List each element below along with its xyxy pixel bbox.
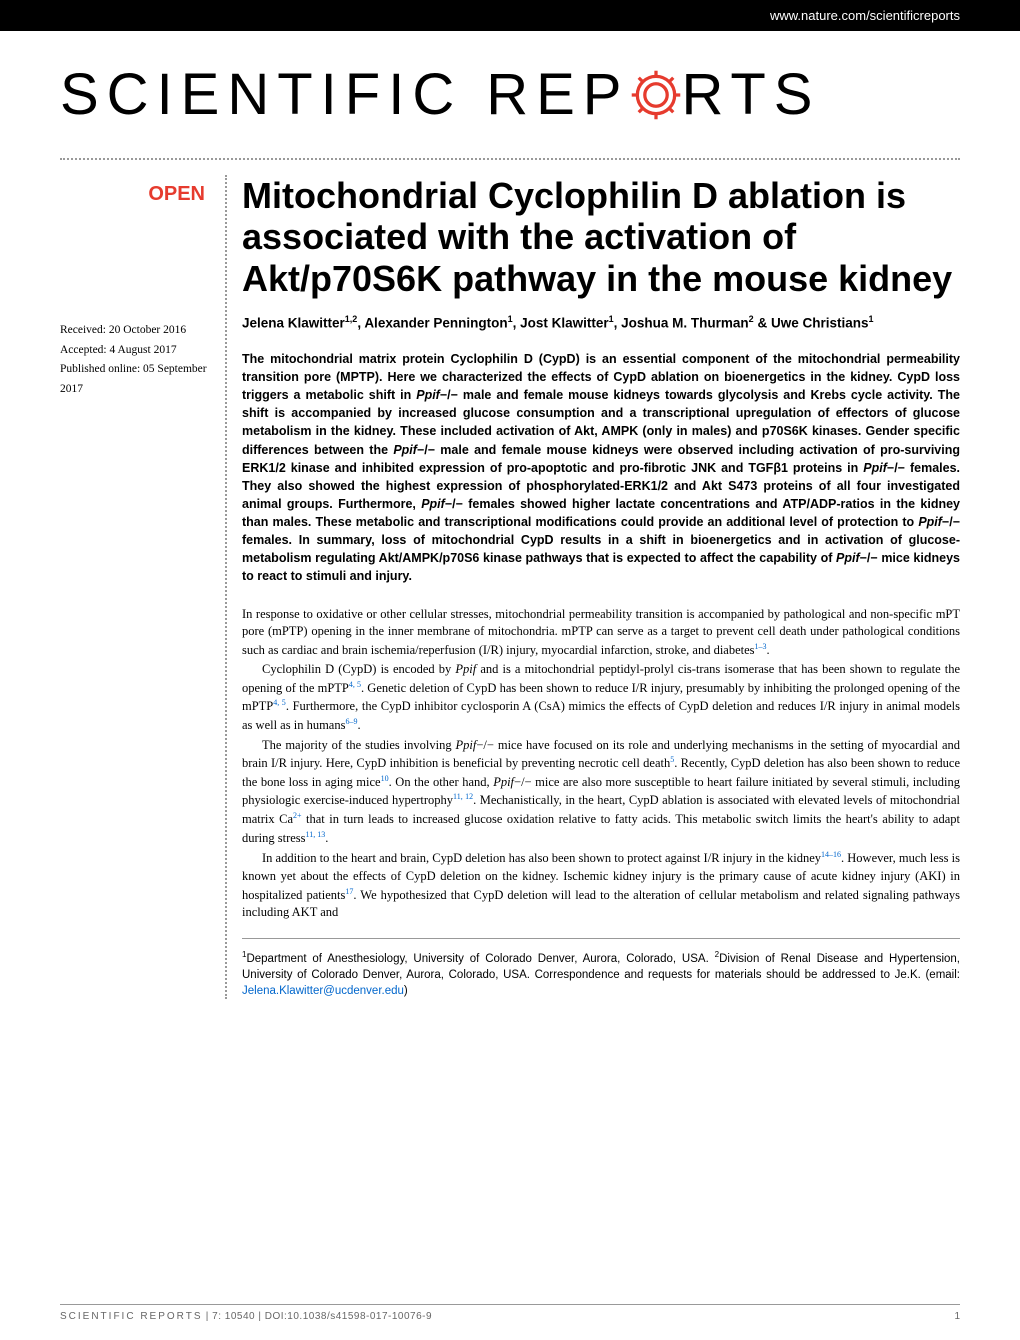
authors: Jelena Klawitter1,2, Alexander Penningto… (242, 313, 960, 334)
correspondence-email[interactable]: Jelena.Klawitter@ucdenver.edu (242, 985, 404, 997)
footer: SCIENTIFIC REPORTS | 7: 10540 | DOI:10.1… (60, 1304, 960, 1322)
paragraph-1: In response to oxidative or other cellul… (242, 606, 960, 660)
logo-text-before: SCIENTIFIC (60, 61, 462, 128)
header-bar: www.nature.com/scientificreports (0, 0, 1020, 31)
header-url[interactable]: www.nature.com/scientificreports (770, 8, 960, 23)
published-date: Published online: 05 September 2017 (60, 360, 215, 399)
content: OPEN Received: 20 October 2016 Accepted:… (0, 175, 1020, 999)
paragraph-3: The majority of the studies involving Pp… (242, 737, 960, 848)
footer-citation: SCIENTIFIC REPORTS | 7: 10540 | DOI:10.1… (60, 1311, 432, 1322)
page-number: 1 (954, 1311, 960, 1322)
affiliations-text: 1Department of Anesthesiology, Universit… (242, 953, 960, 981)
footer-journal: SCIENTIFIC REPORTS (60, 1311, 203, 1322)
logo-text-after: RTS (682, 61, 821, 128)
affiliations-end: ) (404, 985, 408, 997)
right-column: Mitochondrial Cyclophilin D ablation is … (225, 175, 960, 999)
abstract: The mitochondrial matrix protein Cycloph… (242, 350, 960, 586)
open-access-badge: OPEN (60, 183, 215, 206)
journal-logo: SCIENTIFIC REP RTS (60, 61, 960, 128)
paragraph-2: Cyclophilin D (CypD) is encoded by Ppif … (242, 661, 960, 734)
paragraph-4: In addition to the heart and brain, CypD… (242, 849, 960, 921)
accepted-date: Accepted: 4 August 2017 (60, 341, 215, 361)
logo-text-mid: REP (486, 61, 629, 128)
affiliations: 1Department of Anesthesiology, Universit… (242, 938, 960, 999)
body-text: In response to oxidative or other cellul… (242, 606, 960, 922)
left-column: OPEN Received: 20 October 2016 Accepted:… (60, 175, 225, 999)
article-title: Mitochondrial Cyclophilin D ablation is … (242, 175, 960, 299)
received-date: Received: 20 October 2016 (60, 321, 215, 341)
logo-section: SCIENTIFIC REP RTS (0, 31, 1020, 138)
gear-icon (628, 67, 684, 123)
footer-cite: | 7: 10540 | DOI:10.1038/s41598-017-1007… (203, 1311, 433, 1322)
divider (60, 158, 960, 160)
publication-dates: Received: 20 October 2016 Accepted: 4 Au… (60, 321, 215, 399)
